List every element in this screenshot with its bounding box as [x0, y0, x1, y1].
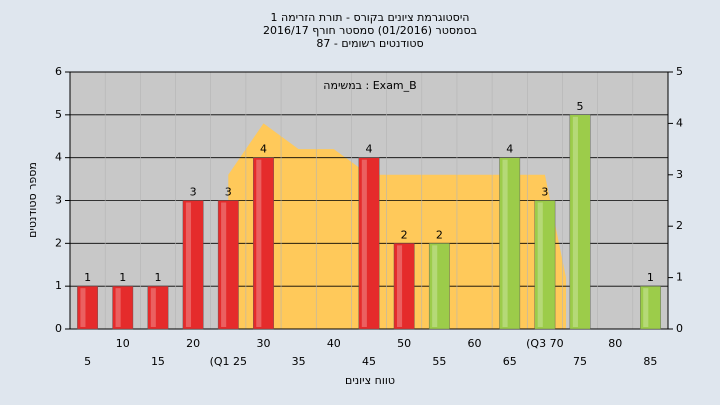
bar-shine	[432, 245, 438, 327]
x-tick-label: 65	[503, 355, 517, 368]
bar-shine	[537, 202, 543, 327]
bar	[640, 285, 661, 330]
bar-shine	[361, 159, 367, 327]
y2-tick-label: 2	[676, 219, 683, 232]
x-tick-label: 40	[327, 337, 341, 350]
bar-shine	[150, 288, 156, 327]
value-label: 1	[84, 271, 91, 284]
x-tick-label: 15	[151, 355, 165, 368]
bar	[217, 200, 239, 330]
x-tick-label: 35	[292, 355, 306, 368]
y2-tick-label: 4	[676, 116, 683, 129]
chart-title: סטודנטים רשומים - 87	[316, 37, 423, 50]
y2-tick-label: 5	[676, 65, 683, 78]
x-tick-label: 55	[432, 355, 446, 368]
bar-shine	[572, 116, 578, 327]
y-tick-label: 0	[55, 322, 62, 335]
x-tick-label: 80	[608, 337, 622, 350]
bar-shine	[185, 202, 192, 327]
value-label: 3	[190, 186, 197, 199]
bar-shine	[396, 245, 403, 327]
value-label: 2	[436, 228, 443, 241]
bar-shine	[80, 288, 86, 327]
chart-title: היסטוגרמת ציונים בקורס - תורת הזרימה 1	[271, 11, 470, 24]
area	[228, 123, 566, 330]
x-tick-label: 10	[116, 337, 130, 350]
x-tick-label: 5	[84, 355, 91, 368]
x-tick-label: 30	[256, 337, 270, 350]
x-tick-label: 20	[186, 337, 200, 350]
value-label: 1	[119, 271, 126, 284]
y2-tick-label: 0	[676, 322, 683, 335]
value-label: 1	[647, 271, 654, 284]
x-tick-label: 50	[397, 337, 411, 350]
value-label: 3	[541, 186, 548, 199]
x-tick-label: 85	[643, 355, 657, 368]
bar	[147, 285, 169, 330]
bar	[77, 285, 98, 330]
bar-shine	[502, 159, 508, 327]
bar-shine	[643, 288, 649, 327]
y-tick-label: 3	[55, 194, 62, 207]
value-label: 1	[154, 271, 161, 284]
bar	[534, 200, 556, 330]
y2-tick-label: 1	[676, 271, 683, 284]
y-tick-label: 2	[55, 236, 62, 249]
x-tick-label: (Q1 25	[210, 355, 247, 368]
y-tick-label: 6	[55, 65, 62, 78]
y-tick-label: 5	[55, 108, 62, 121]
y-tick-label: 4	[55, 151, 62, 164]
chart-title: בסמסטר (01/2016) סמסטר חורף 2016/17	[263, 24, 477, 37]
bar	[112, 285, 134, 330]
x-tick-label: (Q3 70	[526, 337, 563, 350]
bar	[253, 157, 274, 330]
value-label: 5	[577, 100, 584, 113]
bar	[428, 243, 450, 330]
y-tick-label: 1	[55, 279, 62, 292]
x-tick-label: 45	[362, 355, 376, 368]
value-label: 4	[366, 143, 373, 156]
x-tick-label: 60	[468, 337, 482, 350]
x-axis-title: טווח ציונים	[345, 374, 395, 387]
bar	[569, 114, 591, 330]
bar	[182, 200, 204, 330]
value-label: 2	[401, 228, 408, 241]
bar-shine	[256, 159, 262, 327]
value-label: 4	[506, 143, 513, 156]
bar-shine	[221, 202, 227, 327]
bar	[358, 157, 380, 330]
y2-tick-label: 3	[676, 168, 683, 181]
x-tick-label: 75	[573, 355, 587, 368]
bar-shine	[115, 288, 121, 327]
value-label: 3	[225, 186, 232, 199]
bar	[499, 157, 521, 330]
value-label: 4	[260, 143, 267, 156]
bar	[393, 243, 415, 330]
annotation: במשימה : Exam_B	[323, 79, 416, 92]
y-axis-title: מספר סטודנטים	[26, 162, 39, 238]
